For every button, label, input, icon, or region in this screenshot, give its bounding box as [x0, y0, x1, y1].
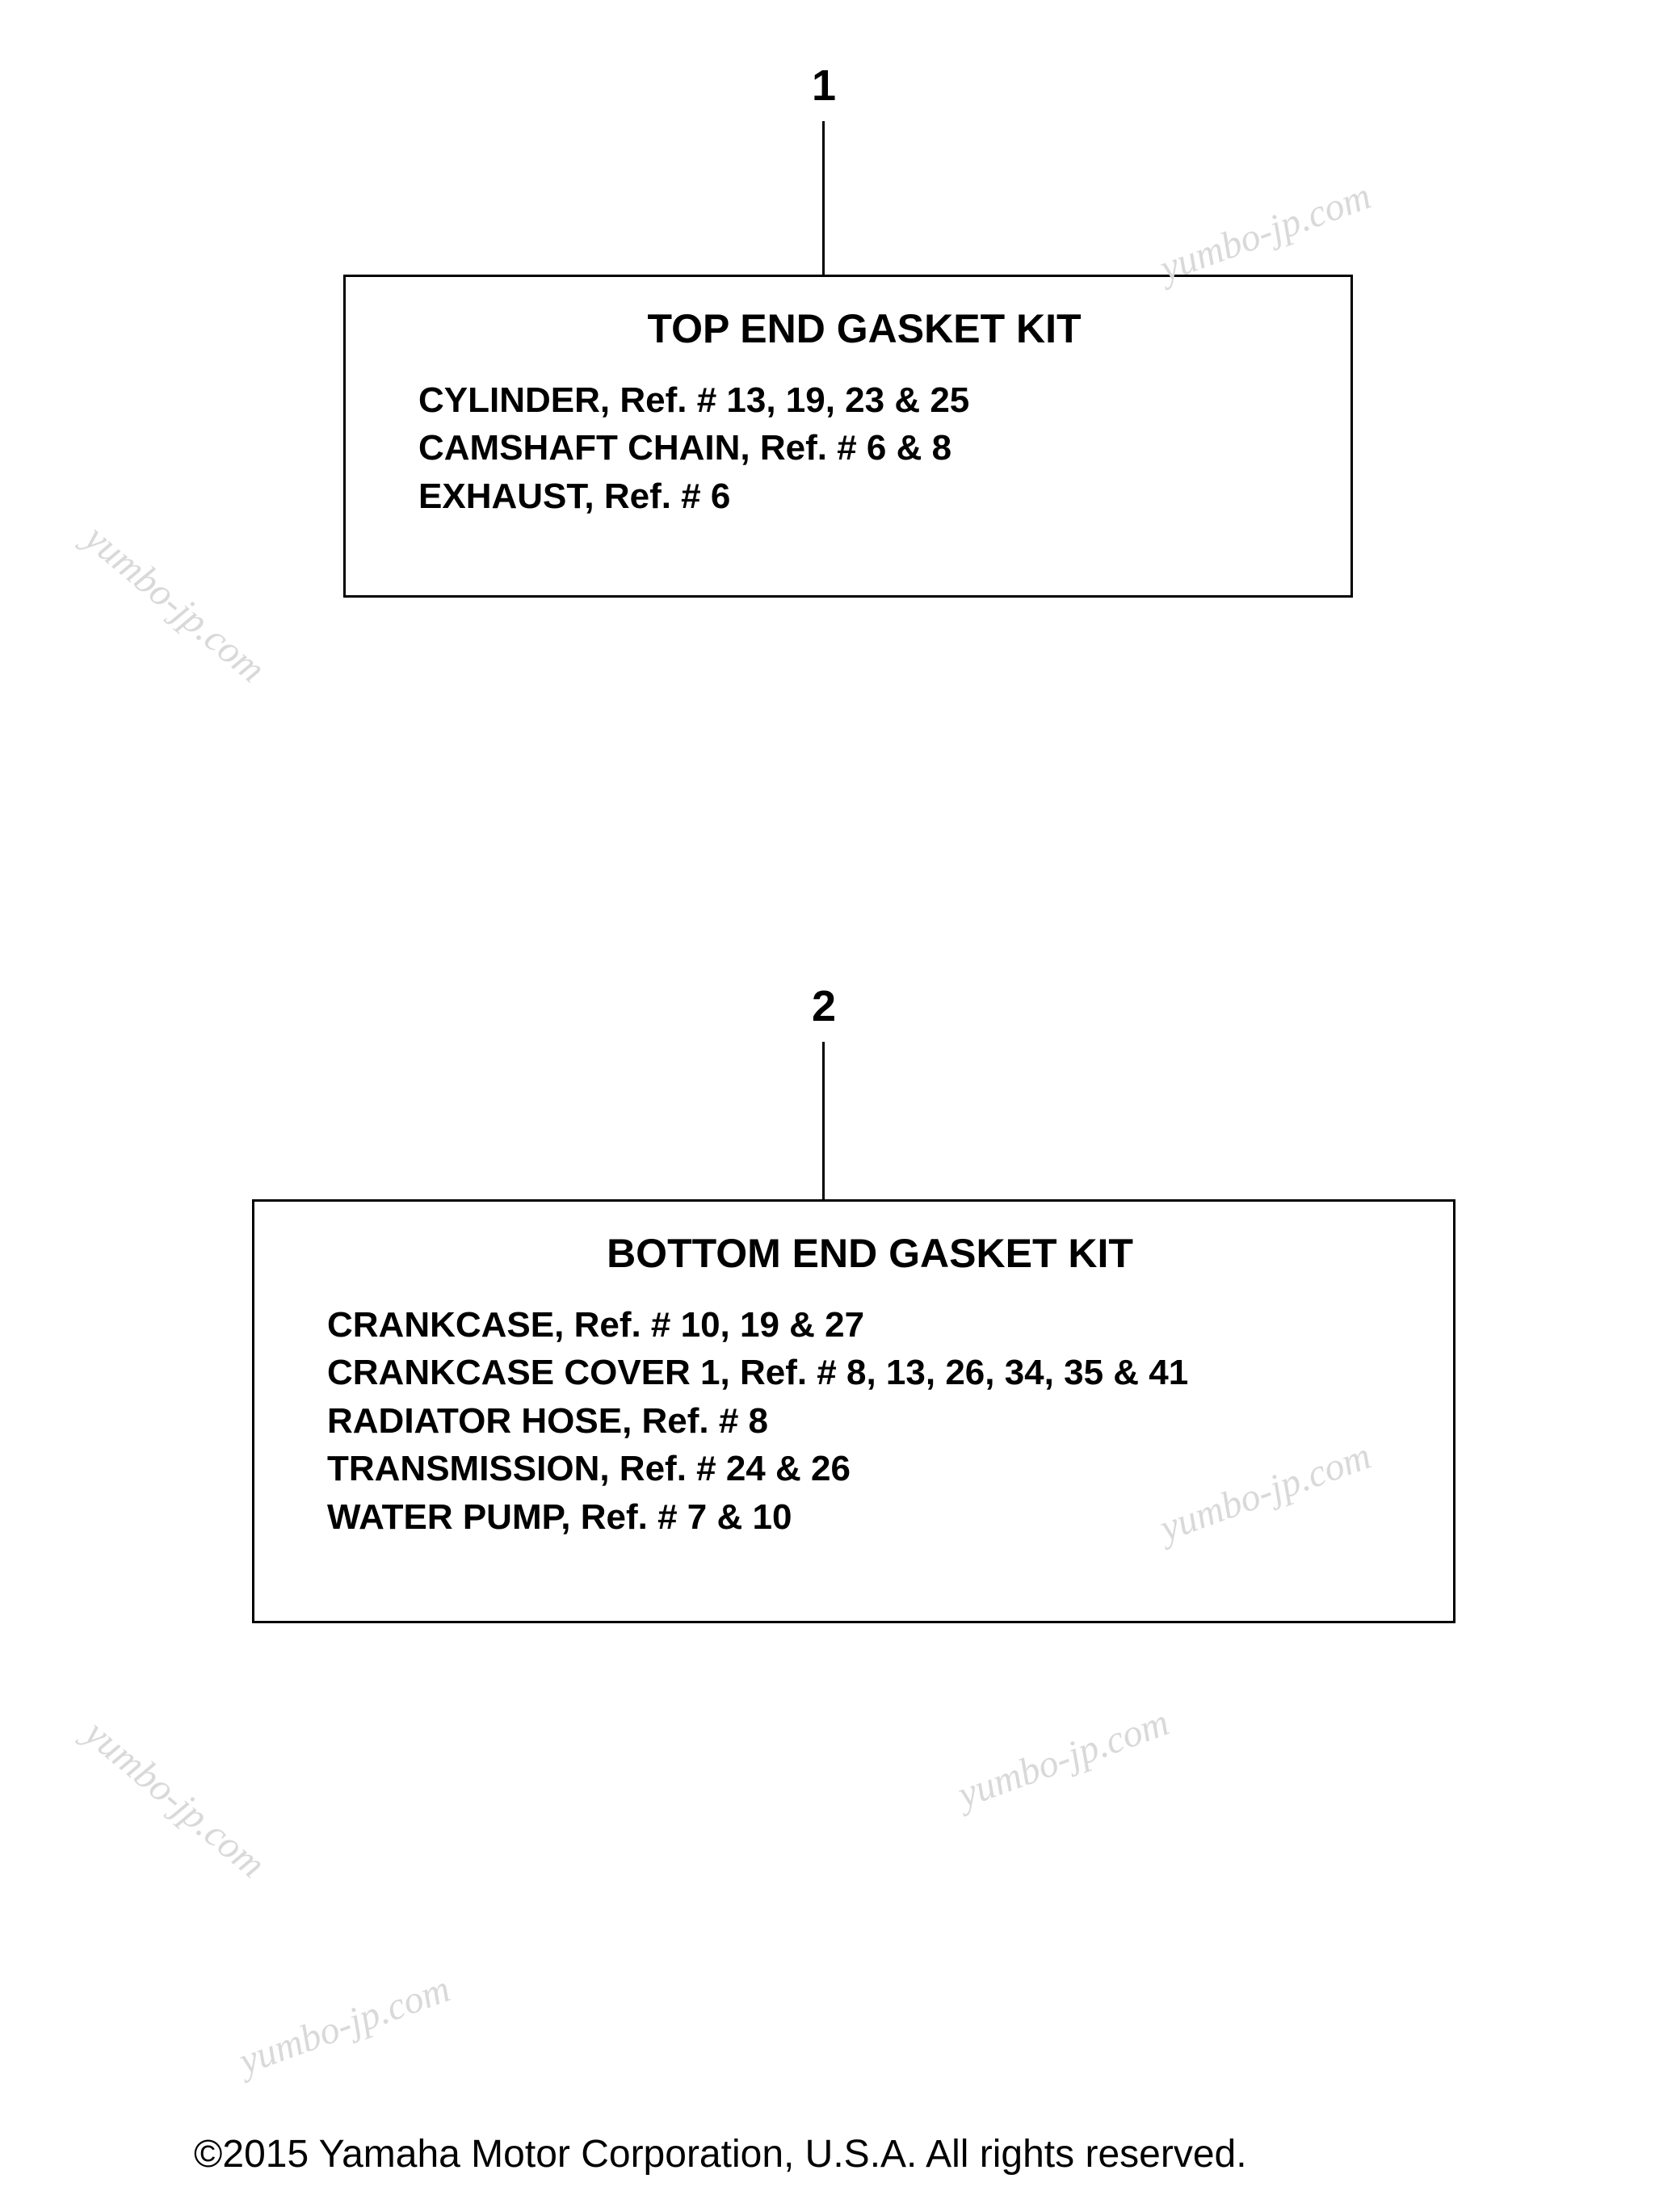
box-line: CRANKCASE COVER 1, Ref. # 8, 13, 26, 34,… [327, 1349, 1413, 1396]
watermark: yumbo-jp.com [76, 516, 274, 692]
callout-line-1 [822, 121, 825, 275]
watermark: yumbo-jp.com [233, 1966, 456, 2084]
box-line: CAMSHAFT CHAIN, Ref. # 6 & 8 [418, 424, 1310, 472]
callout-line-2 [822, 1042, 825, 1199]
box-line: CYLINDER, Ref. # 13, 19, 23 & 25 [418, 376, 1310, 424]
bottom-end-gasket-box: BOTTOM END GASKET KIT CRANKCASE, Ref. # … [252, 1199, 1455, 1623]
watermark: yumbo-jp.com [1154, 174, 1377, 291]
callout-number-2: 2 [812, 981, 836, 1031]
box-title-2: BOTTOM END GASKET KIT [327, 1230, 1413, 1277]
box-line: CRANKCASE, Ref. # 10, 19 & 27 [327, 1301, 1413, 1349]
box-line: RADIATOR HOSE, Ref. # 8 [327, 1397, 1413, 1445]
watermark: yumbo-jp.com [952, 1700, 1175, 1817]
callout-number-1: 1 [812, 61, 836, 111]
box-title-1: TOP END GASKET KIT [418, 305, 1310, 352]
box-line: EXHAUST, Ref. # 6 [418, 472, 1310, 520]
copyright-text: ©2015 Yamaha Motor Corporation, U.S.A. A… [194, 2132, 1247, 2176]
watermark: yumbo-jp.com [76, 1711, 274, 1887]
top-end-gasket-box: TOP END GASKET KIT CYLINDER, Ref. # 13, … [343, 275, 1353, 598]
